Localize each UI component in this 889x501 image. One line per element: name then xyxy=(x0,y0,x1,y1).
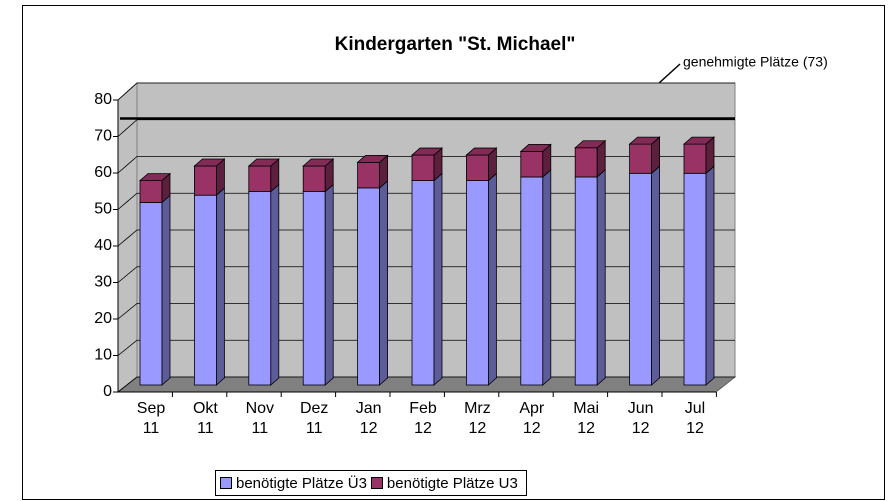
bar xyxy=(574,147,598,178)
bar-top xyxy=(193,158,226,167)
bar-top xyxy=(519,143,552,152)
legend-item: benötigte Plätze Ü3 xyxy=(220,475,367,492)
y-tick-label: 60 xyxy=(94,164,112,181)
bar-side xyxy=(215,187,225,386)
bar-side xyxy=(487,172,497,386)
bar xyxy=(357,187,381,386)
bar-top xyxy=(465,147,498,156)
bar xyxy=(465,180,489,386)
bar-top xyxy=(138,173,172,182)
bar-side xyxy=(270,183,280,386)
bar xyxy=(520,176,544,386)
x-tick-label: Jan 12 xyxy=(355,400,382,437)
grid-line xyxy=(117,82,735,101)
bar xyxy=(465,154,489,182)
y-tick-label: 20 xyxy=(94,310,112,327)
bar xyxy=(574,176,598,386)
y-tick-label: 80 xyxy=(94,91,112,108)
bar-side xyxy=(324,183,334,386)
bar-top xyxy=(410,147,444,156)
y-tick-label: 70 xyxy=(94,128,112,145)
bar xyxy=(683,143,707,174)
x-tick-label: Jun 12 xyxy=(627,400,654,437)
legend-item: benötigte Plätze U3 xyxy=(370,474,518,492)
bar xyxy=(629,143,652,174)
x-tick-label: Feb 12 xyxy=(409,400,437,437)
legend-swatch xyxy=(370,477,383,489)
annotation: genehmigte Plätze (73) xyxy=(683,54,828,70)
legend-label: benötigte Plätze Ü3 xyxy=(236,474,367,492)
x-tick-label: Sep 11 xyxy=(136,400,166,437)
bar-side xyxy=(433,172,443,386)
x-tick-label: Mrz 12 xyxy=(464,400,491,437)
chart-title: Kindergarten "St. Michael" xyxy=(335,34,576,55)
bar-top xyxy=(574,140,607,149)
bar xyxy=(139,202,163,386)
bar xyxy=(248,165,272,192)
legend-label: benötigte Plätze U3 xyxy=(386,474,518,492)
bar xyxy=(520,150,544,178)
bar xyxy=(139,180,163,203)
bar-side xyxy=(161,194,171,386)
bar xyxy=(629,172,652,386)
x-tick-label: Mai 12 xyxy=(573,400,600,437)
x-tick-label: Apr 12 xyxy=(519,400,545,437)
bar-side xyxy=(705,165,715,386)
bar-side xyxy=(379,180,389,386)
y-tick-label: 30 xyxy=(94,274,112,291)
bar xyxy=(683,172,707,386)
y-tick-label: 50 xyxy=(94,201,112,218)
bar xyxy=(302,165,326,192)
x-tick-label: Nov 11 xyxy=(245,400,275,437)
bar-side xyxy=(596,169,606,386)
x-tick-label: Jul 12 xyxy=(684,400,706,437)
y-tick-label: 40 xyxy=(94,237,112,254)
bar xyxy=(193,165,217,196)
bar xyxy=(248,191,272,386)
bar-side xyxy=(651,165,660,386)
legend: benötigte Plätze Ü3 benötigte Plätze U3 xyxy=(215,470,527,496)
x-tick-label: Okt 11 xyxy=(192,400,218,437)
legend-swatch xyxy=(220,477,232,489)
bar xyxy=(411,180,435,386)
bar xyxy=(302,191,326,386)
bar-top xyxy=(247,158,280,167)
bar-top xyxy=(302,158,335,167)
y-tick-label: 10 xyxy=(94,347,112,364)
bar xyxy=(411,154,435,182)
bar-top xyxy=(356,154,389,163)
bar-top xyxy=(682,136,716,145)
bar-top xyxy=(628,136,661,145)
y-tick-label: 0 xyxy=(103,383,112,400)
bar xyxy=(357,161,381,189)
bar xyxy=(193,194,217,386)
x-tick-label: Dez 11 xyxy=(299,400,329,437)
bar-side xyxy=(542,169,552,386)
